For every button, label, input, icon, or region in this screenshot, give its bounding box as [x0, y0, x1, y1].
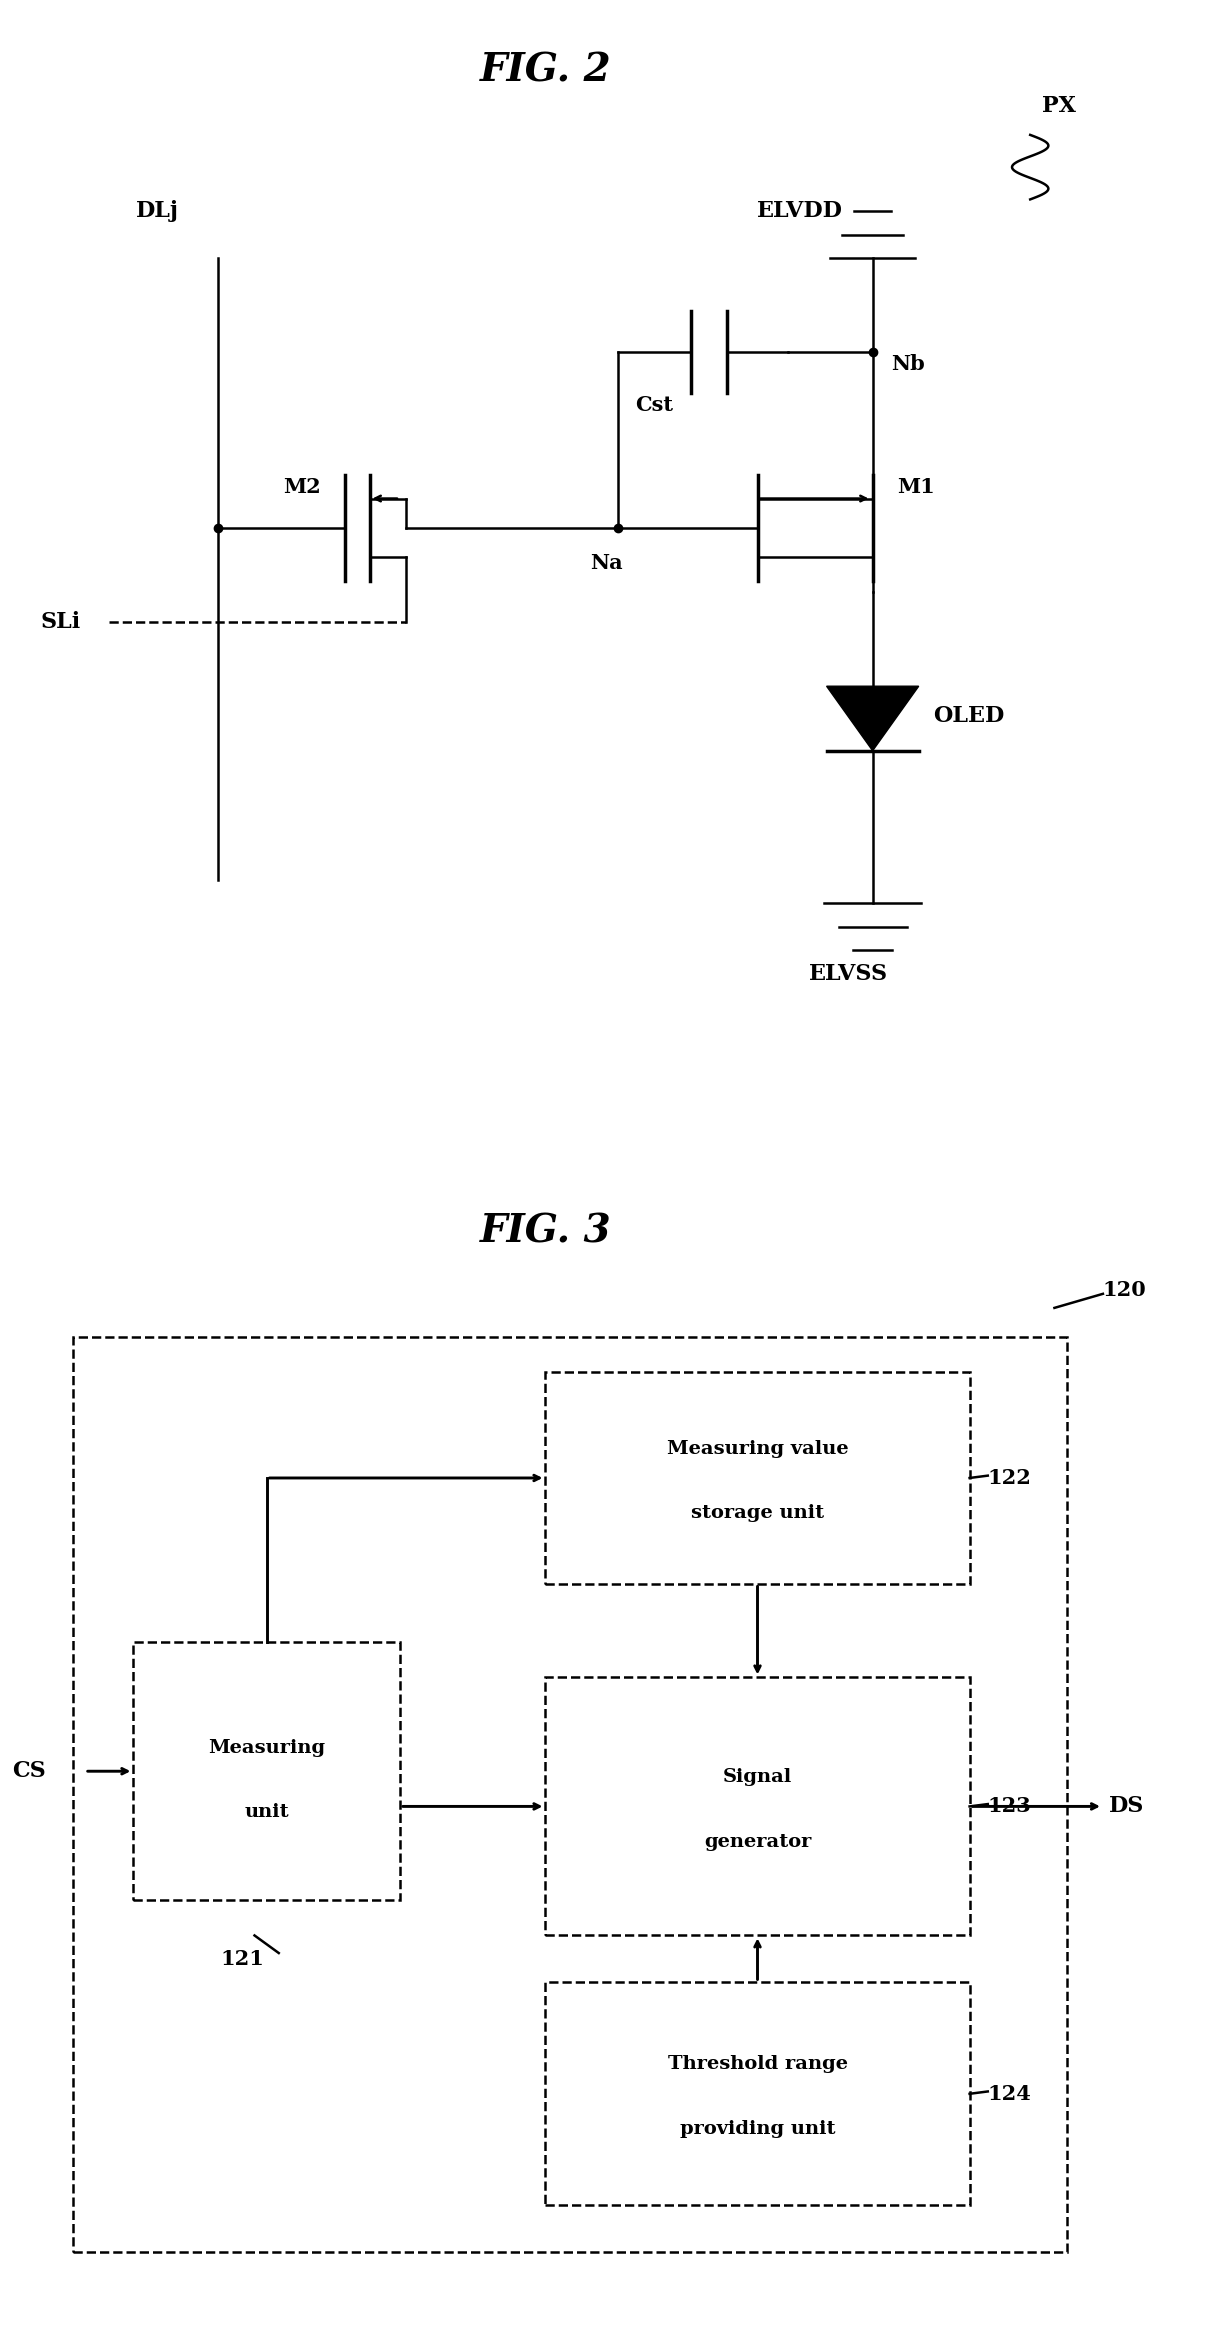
Text: PX: PX	[1042, 94, 1076, 117]
Text: SLi: SLi	[40, 610, 81, 633]
Text: Measuring: Measuring	[208, 1738, 325, 1757]
Text: ELVSS: ELVSS	[808, 962, 888, 985]
FancyBboxPatch shape	[545, 1982, 970, 2205]
Text: providing unit: providing unit	[680, 2121, 835, 2137]
Text: 122: 122	[988, 1469, 1031, 1487]
Text: Measuring value: Measuring value	[667, 1440, 848, 1457]
Text: Nb: Nb	[891, 354, 925, 373]
Text: M2: M2	[284, 476, 321, 497]
Text: DS: DS	[1109, 1795, 1144, 1818]
Text: Signal: Signal	[722, 1769, 793, 1785]
Text: DLj: DLj	[136, 199, 179, 223]
Text: FIG. 2: FIG. 2	[480, 52, 611, 89]
Text: OLED: OLED	[933, 704, 1005, 727]
Text: storage unit: storage unit	[691, 1504, 824, 1523]
FancyBboxPatch shape	[545, 1677, 970, 1935]
Text: unit: unit	[245, 1804, 288, 1820]
Text: Na: Na	[590, 554, 622, 572]
Text: 120: 120	[1103, 1281, 1147, 1300]
Text: 121: 121	[221, 1950, 264, 1968]
FancyBboxPatch shape	[545, 1372, 970, 1584]
Text: CS: CS	[12, 1760, 46, 1783]
Text: M1: M1	[897, 476, 934, 497]
Text: FIG. 3: FIG. 3	[480, 1213, 611, 1250]
Text: 124: 124	[988, 2083, 1031, 2104]
Text: 123: 123	[988, 1797, 1031, 1816]
Text: ELVDD: ELVDD	[758, 199, 842, 223]
FancyBboxPatch shape	[133, 1642, 400, 1900]
Text: generator: generator	[704, 1832, 811, 1851]
Text: Cst: Cst	[635, 394, 674, 415]
Text: Threshold range: Threshold range	[668, 2055, 847, 2074]
Polygon shape	[827, 685, 919, 751]
